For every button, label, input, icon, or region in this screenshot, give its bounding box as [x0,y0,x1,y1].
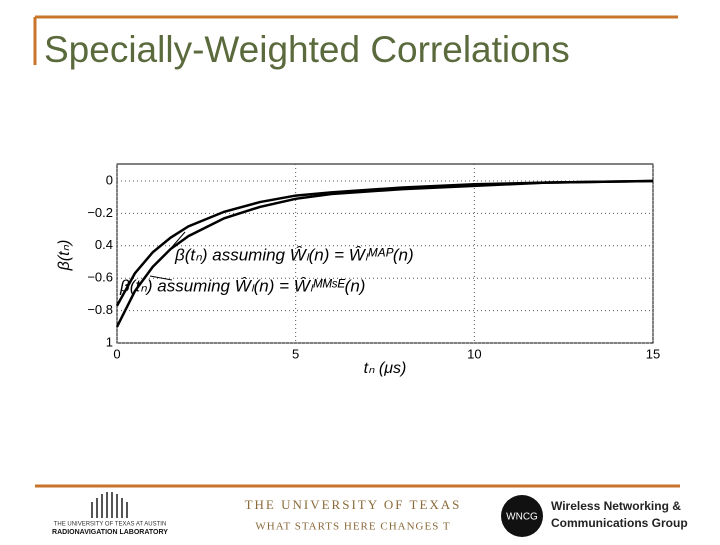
annotation: β(tₙ) assuming Ŵₗ(n) = Ŵₗᴹᴬᴾ(n) [174,245,414,264]
footer-text: RADIONAVIGATION LABORATORY [52,529,168,536]
y-tick-label: 0.4 [95,237,113,252]
x-tick-label: 10 [467,346,481,361]
y-tick-label: 1 [106,334,113,349]
annotation: β(tₙ) assuming Ŵₗ(n) = Ŵₗᴹᴹˢᴱ(n) [119,276,365,295]
y-tick-label: −0.8 [87,302,113,317]
footer-text: Communications Group [551,516,688,530]
wncg-logo [501,495,543,537]
footer-text: THE UNIVERSITY OF TEXAS [245,497,462,512]
slide-title: Specially-Weighted Correlations [44,29,570,70]
annotation-pointer [149,275,173,281]
y-tick-label: −0.2 [87,205,113,220]
footer-text: WHAT STARTS HERE CHANGES T [255,521,450,533]
logo-bars [91,492,128,518]
footer-text: THE UNIVERSITY OF TEXAS AT AUSTIN [54,522,167,528]
footer-text: Wireless Networking & [551,499,681,513]
series-line [115,179,654,307]
logo-text: WNCG [506,512,538,523]
x-tick-label: 0 [113,346,120,361]
x-tick-label: 15 [646,346,660,361]
x-axis-label: tₙ (μs) [364,360,407,377]
series-line [115,179,654,328]
x-tick-label: 5 [292,346,299,361]
y-axis-label: β(tₙ) [56,240,73,272]
y-tick-label: −0.6 [87,270,113,285]
y-tick-label: 0 [106,172,113,187]
annotation-pointer [164,231,186,256]
